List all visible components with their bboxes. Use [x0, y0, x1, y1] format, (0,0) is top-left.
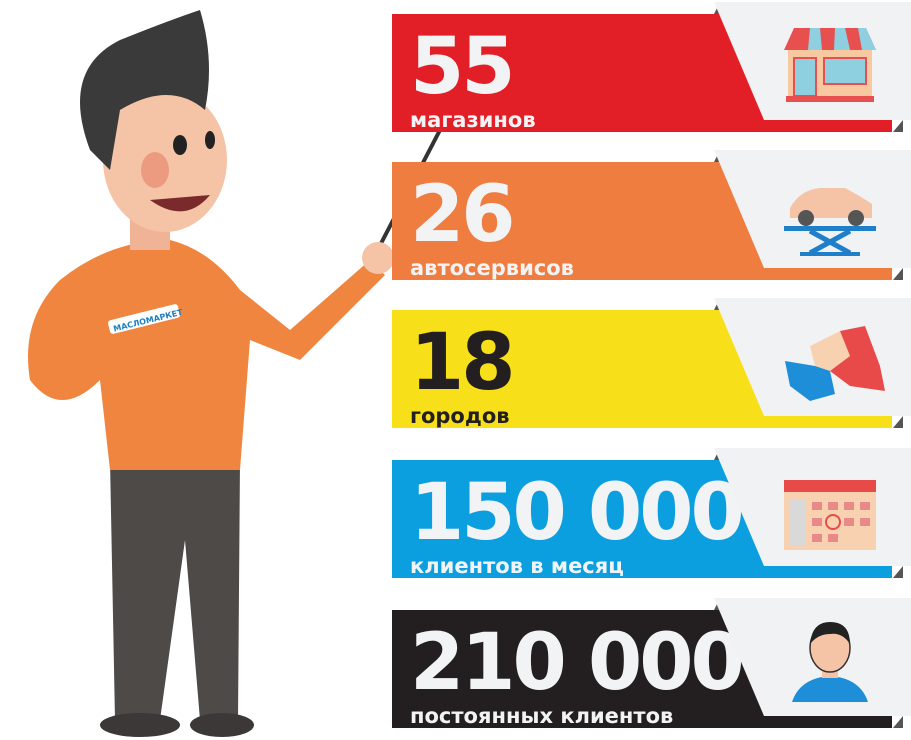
stat-row-shops: 55 магазинов [392, 2, 911, 134]
stat-row-cities: 18 городов [392, 298, 911, 430]
trousers [110, 460, 240, 720]
car-lift-icon [780, 168, 880, 256]
stat-number: 150 000 [410, 468, 745, 558]
stat-number: 210 000 [410, 618, 745, 708]
stat-label: автосервисов [410, 256, 574, 280]
stat-number: 18 [410, 318, 516, 408]
presenter-character: МАСЛОМАРКЕТ [28, 10, 442, 737]
stat-label: магазинов [410, 108, 536, 132]
customer-icon [780, 616, 880, 704]
stat-number: 26 [410, 170, 516, 260]
calendar-icon [780, 466, 880, 554]
stat-row-regular-clients: 210 000 постоянных клиентов [392, 598, 911, 730]
shop-icon [780, 20, 880, 108]
stat-label: городов [410, 404, 510, 428]
orange-shirt [28, 240, 385, 470]
map-icon [780, 316, 885, 404]
stat-row-services: 26 автосервисов [392, 150, 911, 282]
hand [362, 242, 394, 274]
stat-label: постоянных клиентов [410, 704, 674, 728]
stat-label: клиентов в месяц [410, 554, 624, 578]
stat-number: 55 [410, 22, 516, 112]
stat-row-monthly-clients: 150 000 клиентов в месяц [392, 448, 911, 580]
hair [80, 10, 209, 170]
